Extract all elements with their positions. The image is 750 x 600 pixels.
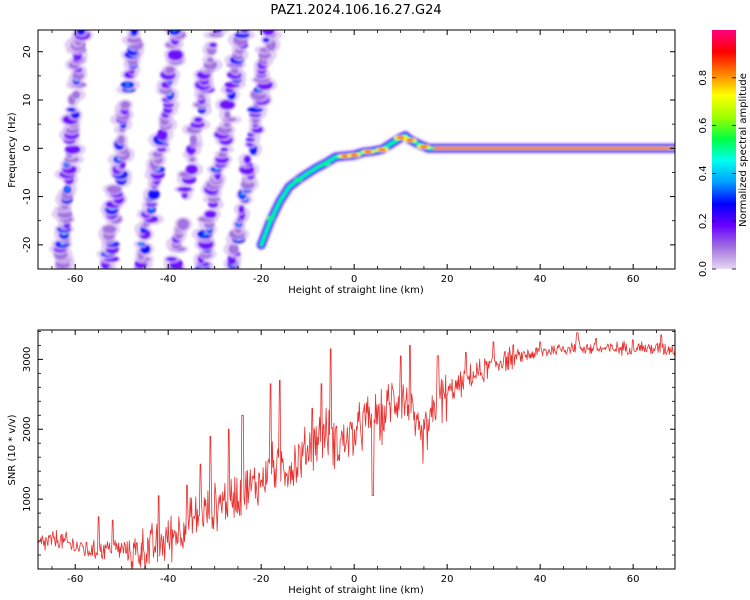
snr-x-ticks: -60 -40 -20 0 20 40 60 [51, 330, 657, 585]
band-blob [204, 210, 217, 219]
x-tick-label: 40 [534, 274, 547, 285]
band-blob [130, 30, 139, 36]
spectrogram-frame [37, 29, 676, 270]
band-blob [167, 49, 184, 61]
band-blob [156, 128, 168, 141]
band-peak [125, 83, 130, 87]
snr-y-ticks: 1000 2000 3000 [22, 330, 675, 556]
y-tick-label: 10 [22, 94, 33, 107]
x-tick-label: 0 [351, 274, 357, 285]
colorbar-tick-label: 0.4 [698, 165, 709, 181]
ridge-hotspot [322, 161, 331, 166]
colorbar-ticks: 0.0 0.2 0.4 0.6 0.8 [698, 70, 736, 277]
band-blob [117, 135, 125, 144]
spectrogram-y-axis-label: Frequency (Hz) [7, 112, 18, 188]
band-blob [220, 147, 229, 152]
band-peak [240, 192, 245, 196]
band-blob [209, 42, 218, 48]
snr-series-line [38, 332, 675, 569]
colorbar-tick-label: 0.0 [698, 261, 709, 277]
snr-frame [37, 329, 676, 570]
spectrogram-panel: -60 -40 -20 0 20 40 60 -20 -10 0 10 20 Height of s… [7, 29, 676, 296]
band-peak [149, 207, 154, 211]
band-blob [66, 107, 77, 112]
colorbar-tick-label: 0.2 [698, 213, 709, 229]
x-tick-label: -20 [253, 274, 269, 285]
band-blob [262, 37, 270, 43]
snr-x-axis-label: Height of straight line (km) [288, 585, 424, 596]
band-blob [238, 205, 245, 214]
band-blob [189, 134, 197, 145]
band-blob [219, 99, 235, 110]
band-blob [177, 186, 193, 192]
main-ridge [255, 129, 675, 251]
band-blob [185, 164, 198, 175]
band-blob [165, 66, 176, 74]
x-tick-label: -40 [160, 274, 176, 285]
x-tick-label: 60 [627, 574, 640, 585]
ridge-hotspot-core [364, 150, 373, 153]
band-blob [243, 155, 252, 164]
band-blob [261, 30, 275, 36]
ridge-hotspot-core [350, 153, 359, 157]
snr-background [38, 330, 675, 569]
ridge-hotspot-core [405, 138, 414, 142]
x-tick-label: -60 [67, 574, 83, 585]
snr-panel: -60 -40 -20 0 20 40 60 1000 2000 3000 Height of … [7, 329, 676, 596]
x-tick-label: -40 [160, 574, 176, 585]
y-tick-label: -10 [22, 188, 33, 204]
ridge-hotspot [266, 216, 275, 221]
x-tick-label: 20 [441, 274, 454, 285]
band-blob [207, 197, 221, 202]
band-blob [64, 145, 81, 154]
band-blob [106, 185, 122, 194]
x-tick-label: 20 [441, 574, 454, 585]
y-tick-label: 3000 [22, 347, 33, 372]
band-blob [189, 157, 196, 162]
colorbar-tick-label: 0.8 [698, 70, 709, 86]
ridge-hotspot-core [419, 145, 428, 149]
band-blob [72, 90, 81, 99]
y-tick-label: 20 [22, 45, 33, 58]
y-tick-label: 2000 [22, 417, 33, 442]
band-blob [239, 30, 250, 33]
colorbar-label: Normalized spectral amplitude [738, 73, 749, 227]
colorbar-gradient [712, 30, 736, 269]
band-blob [147, 188, 161, 200]
y-tick-label: 1000 [22, 486, 33, 511]
band-blob [76, 30, 86, 36]
band-peak [64, 162, 69, 166]
spectrogram-y-ticks: -20 -10 0 10 20 [22, 45, 675, 270]
ridge-hotspot-core [396, 136, 405, 139]
band-blob [120, 100, 131, 109]
ridge-hotspot-core [340, 154, 349, 158]
band-peak [139, 242, 144, 246]
x-tick-label: -60 [67, 274, 83, 285]
colorbar-tick-label: 0.6 [698, 118, 709, 134]
colorbar: 0.0 0.2 0.4 0.6 0.8 Normalized spectral ampl… [698, 30, 749, 277]
y-tick-label: -20 [22, 237, 33, 253]
band-blob [177, 218, 190, 230]
band-blob [193, 117, 203, 123]
x-tick-label: -20 [253, 574, 269, 585]
spectrogram-x-ticks: -60 -40 -20 0 20 40 60 [51, 30, 657, 285]
band-blob [167, 30, 181, 36]
band-peak [65, 187, 70, 191]
band-blob [224, 110, 231, 119]
spectrogram-image [49, 30, 675, 269]
band-blob [165, 256, 177, 262]
figure-title: PAZ1.2024.106.16.27.G24 [270, 3, 441, 18]
band-blob [102, 225, 117, 234]
y-tick-label: 0 [22, 145, 33, 151]
spectrogram-x-axis-label: Height of straight line (km) [288, 285, 424, 296]
x-tick-label: 40 [534, 574, 547, 585]
snr-y-axis-label: SNR (10 * v/v) [7, 414, 18, 485]
x-tick-label: 0 [351, 574, 357, 585]
ridge-hotspot [294, 177, 303, 182]
band-blob [228, 244, 239, 255]
band-blob [207, 57, 214, 63]
x-tick-label: 60 [627, 274, 640, 285]
ridge-hotspot-core [378, 148, 387, 152]
